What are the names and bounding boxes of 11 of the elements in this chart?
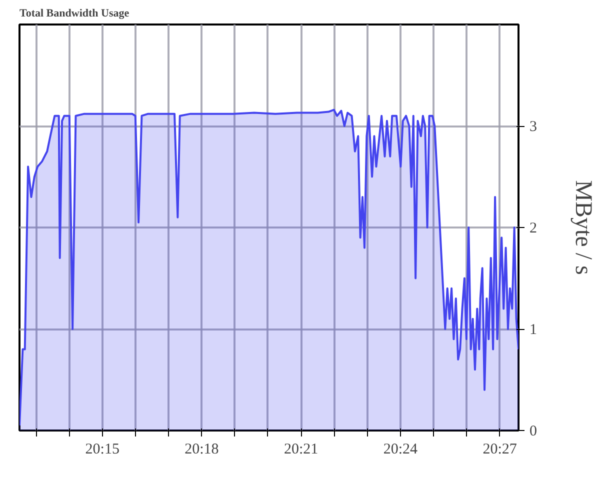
y-tick-label: 1 (530, 322, 537, 338)
y-axis-title: MByte / s (570, 180, 596, 275)
x-tick-label: 20:27 (482, 442, 518, 458)
y-tick-label: 0 (530, 424, 537, 440)
y-tick-label: 3 (530, 119, 537, 135)
chart-title: Total Bandwidth Usage (20, 8, 130, 20)
x-tick-label: 20:21 (284, 442, 318, 458)
x-tick-label: 20:15 (85, 442, 120, 458)
x-tick-label: 20:24 (383, 442, 418, 458)
x-tick-label: 20:18 (184, 442, 219, 458)
y-tick-label: 2 (530, 220, 537, 236)
